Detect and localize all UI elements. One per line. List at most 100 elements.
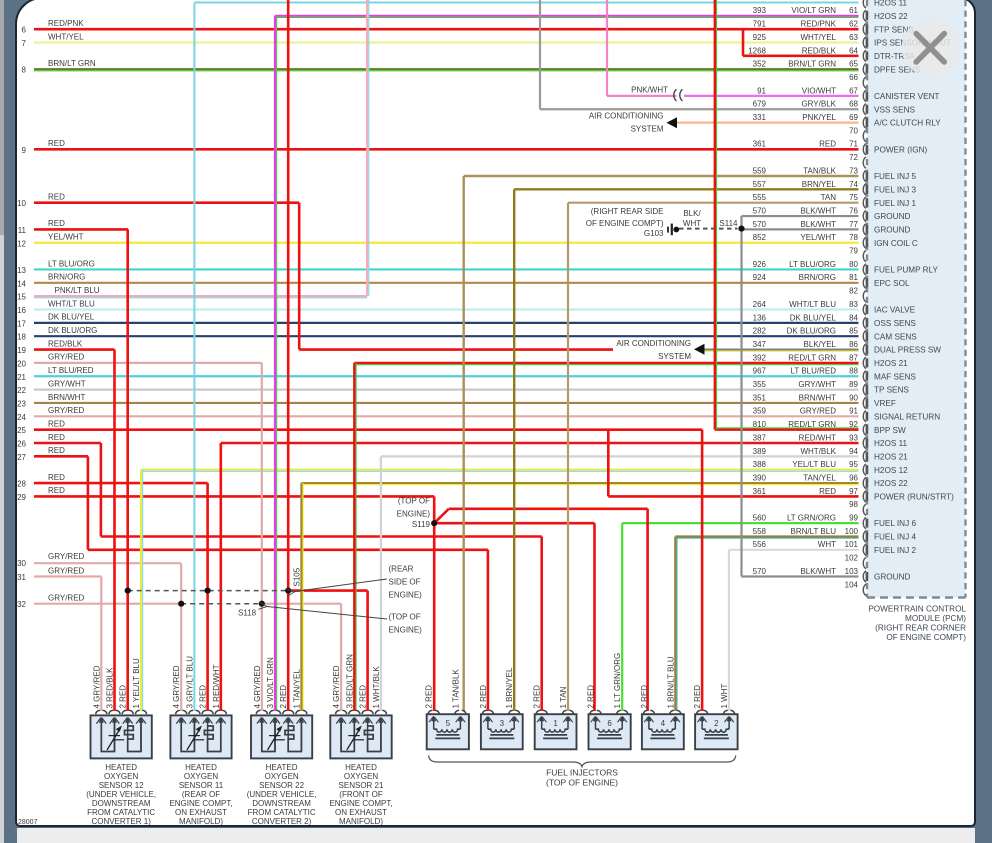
- svg-text:H2OS 22: H2OS 22: [874, 479, 908, 488]
- svg-text:62: 62: [849, 20, 858, 29]
- svg-text:560: 560: [753, 514, 767, 523]
- svg-text:GRY/RED: GRY/RED: [48, 566, 85, 575]
- svg-text:2 RED: 2 RED: [199, 685, 208, 709]
- svg-text:388: 388: [753, 460, 767, 469]
- svg-text:CANISTER VENT: CANISTER VENT: [874, 92, 940, 101]
- svg-text:RED: RED: [819, 487, 836, 496]
- svg-text:LT BLU/RED: LT BLU/RED: [48, 366, 94, 375]
- svg-text:393: 393: [753, 6, 767, 15]
- svg-text:FUEL INJ 1: FUEL INJ 1: [874, 199, 916, 208]
- svg-text:92: 92: [849, 420, 858, 429]
- svg-text:1 YEL/LT BLU: 1 YEL/LT BLU: [132, 658, 141, 708]
- svg-text:PNK/WHT: PNK/WHT: [631, 86, 668, 95]
- svg-text:10: 10: [17, 199, 26, 208]
- svg-text:1: 1: [553, 719, 558, 728]
- svg-text:331: 331: [753, 113, 767, 122]
- svg-text:RED: RED: [819, 140, 836, 149]
- svg-text:DK BLU/YEL: DK BLU/YEL: [790, 313, 837, 322]
- svg-text:MANIFOLD): MANIFOLD): [179, 817, 223, 826]
- svg-text:BRN/LT BLU: BRN/LT BLU: [791, 527, 837, 536]
- svg-text:17: 17: [17, 319, 26, 328]
- svg-text:14: 14: [17, 279, 26, 288]
- svg-text:11: 11: [18, 226, 27, 235]
- svg-text:79: 79: [849, 247, 858, 256]
- svg-text:CONVERTER 1): CONVERTER 1): [91, 817, 151, 826]
- svg-text:66: 66: [849, 73, 858, 82]
- svg-text:925: 925: [753, 33, 767, 42]
- svg-text:RED: RED: [48, 419, 65, 428]
- svg-text:CONVERTER 2): CONVERTER 2): [252, 817, 312, 826]
- svg-text:PNK/YEL: PNK/YEL: [802, 113, 836, 122]
- svg-text:86: 86: [849, 340, 858, 349]
- svg-text:77: 77: [849, 220, 858, 229]
- svg-text:FROM CATALYTIC: FROM CATALYTIC: [248, 808, 316, 817]
- svg-text:IGN COIL C: IGN COIL C: [874, 239, 918, 248]
- svg-text:91: 91: [849, 407, 858, 416]
- svg-text:GRY/RED: GRY/RED: [48, 353, 85, 362]
- svg-text:ON EXHAUST: ON EXHAUST: [335, 808, 387, 817]
- svg-text:H2OS 11: H2OS 11: [874, 0, 908, 8]
- svg-text:2 RED: 2 RED: [693, 685, 702, 709]
- svg-text:FROM CATALYTIC: FROM CATALYTIC: [87, 808, 155, 817]
- svg-text:2 RED: 2 RED: [279, 685, 288, 709]
- svg-text:570: 570: [753, 220, 767, 229]
- svg-text:GRY/WHT: GRY/WHT: [48, 379, 86, 388]
- svg-text:32: 32: [17, 600, 26, 609]
- svg-text:WHT/YEL: WHT/YEL: [48, 32, 84, 41]
- svg-text:H2OS 21: H2OS 21: [874, 359, 908, 368]
- svg-text:ENGINE COMPT,: ENGINE COMPT,: [329, 799, 392, 808]
- svg-text:(RIGHT REAR CORNER: (RIGHT REAR CORNER: [875, 624, 966, 633]
- svg-text:70: 70: [849, 126, 858, 135]
- svg-text:559: 559: [753, 166, 767, 175]
- svg-text:H2OS 12: H2OS 12: [874, 466, 908, 475]
- svg-text:BRN/LT GRN: BRN/LT GRN: [788, 60, 836, 69]
- svg-text:LT BLU/ORG: LT BLU/ORG: [48, 259, 95, 268]
- svg-text:FUEL INJ 4: FUEL INJ 4: [874, 533, 916, 542]
- svg-text:2 RED: 2 RED: [533, 685, 542, 709]
- svg-text:556: 556: [753, 540, 767, 549]
- svg-text:BLK/: BLK/: [683, 209, 701, 218]
- svg-text:20: 20: [17, 359, 26, 368]
- svg-text:90: 90: [849, 393, 858, 402]
- svg-text:89: 89: [849, 380, 858, 389]
- svg-text:78: 78: [849, 233, 858, 242]
- svg-text:RED: RED: [48, 473, 65, 482]
- svg-text:RED: RED: [48, 486, 65, 495]
- svg-text:IAC VALVE: IAC VALVE: [874, 306, 916, 315]
- svg-text:3 RED/BLK: 3 RED/BLK: [106, 667, 115, 709]
- svg-text:TAN/YEL: TAN/YEL: [803, 473, 836, 482]
- svg-text:(FRONT OF: (FRONT OF: [339, 790, 383, 799]
- svg-text:967: 967: [753, 367, 767, 376]
- svg-text:6: 6: [22, 26, 27, 35]
- svg-text:64: 64: [849, 46, 858, 55]
- svg-text:LT GRN/ORG: LT GRN/ORG: [787, 514, 836, 523]
- svg-text:352: 352: [753, 60, 767, 69]
- svg-text:2 RED: 2 RED: [359, 685, 368, 709]
- svg-text:POWER (RUN/STRT): POWER (RUN/STRT): [874, 493, 954, 502]
- svg-text:91: 91: [757, 86, 766, 95]
- svg-text:2: 2: [714, 719, 719, 728]
- svg-text:SENSOR 21: SENSOR 21: [339, 781, 384, 790]
- svg-text:9: 9: [22, 146, 27, 155]
- svg-text:1 TAN/YEL: 1 TAN/YEL: [292, 669, 301, 709]
- svg-text:84: 84: [849, 313, 858, 322]
- svg-text:22: 22: [17, 386, 26, 395]
- svg-text:31: 31: [17, 573, 26, 582]
- svg-text:558: 558: [753, 527, 767, 536]
- svg-text:ENGINE): ENGINE): [397, 510, 431, 519]
- svg-text:RED: RED: [48, 433, 65, 442]
- svg-text:68: 68: [849, 100, 858, 109]
- svg-text:347: 347: [753, 340, 767, 349]
- svg-text:SIGNAL RETURN: SIGNAL RETURN: [874, 412, 940, 421]
- svg-text:WHT: WHT: [818, 540, 836, 549]
- svg-text:OXYGEN: OXYGEN: [104, 772, 138, 781]
- svg-text:392: 392: [753, 353, 767, 362]
- svg-text:555: 555: [753, 193, 767, 202]
- svg-text:136: 136: [753, 313, 767, 322]
- svg-text:RED: RED: [48, 193, 65, 202]
- svg-text:RED: RED: [48, 446, 65, 455]
- svg-text:FUEL INJECTORS: FUEL INJECTORS: [546, 768, 618, 778]
- svg-text:HEATED: HEATED: [266, 763, 298, 772]
- svg-text:61: 61: [849, 6, 858, 15]
- svg-text:1 BRN/YEL: 1 BRN/YEL: [505, 667, 514, 708]
